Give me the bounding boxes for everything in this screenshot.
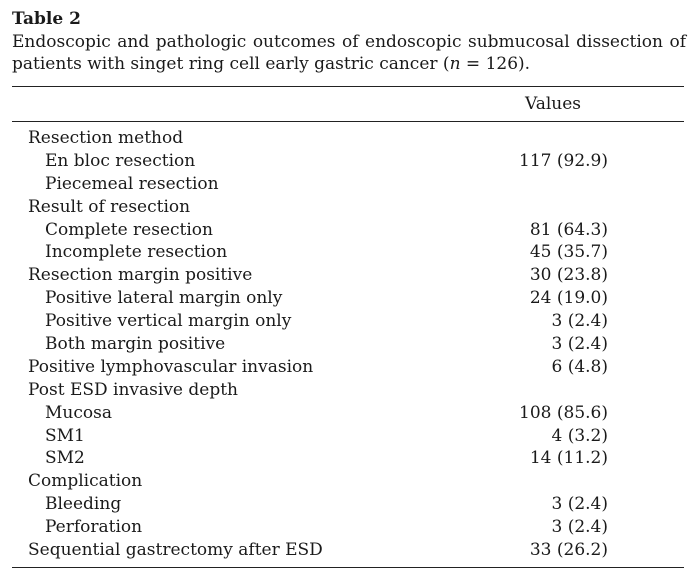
row-value: 4 (3.2) [551,425,608,446]
table-row: Post ESD invasive depth [12,379,684,402]
row-value: 3 (2.4) [551,334,608,355]
row-label: Bleeding [45,494,122,515]
row-label: Positive lymphovascular invasion [28,356,314,377]
table-row: Incomplete resection 45 (35.7) [12,241,684,264]
row-label: Positive lateral margin only [45,288,283,309]
table-row: Bleeding 3 (2.4) [12,493,684,516]
table-row: Perforation 3 (2.4) [12,516,684,539]
table-body: Resection method En bloc resection 117 (92… [12,127,684,562]
row-value: 117 (92.9) [519,150,608,171]
row-value: 3 (2.4) [551,494,608,515]
table-caption: Endoscopic and pathologic outcomes of en… [12,31,686,75]
table-row: Positive lymphovascular invasion 6 (4.8) [12,356,684,379]
row-label: Positive vertical margin only [45,311,292,332]
table-label: Table 2 [12,9,81,29]
table-row: Piecemeal resection [12,173,684,196]
row-label: Complication [28,471,143,492]
row-label: Piecemeal resection [45,173,219,194]
row-label: Sequential gastrectomy after ESD [28,540,323,561]
row-label: SM2 [45,448,85,469]
table-row: SM2 14 (11.2) [12,447,684,470]
table-row: Complete resection 81 (64.3) [12,219,684,242]
table-row: Complication [12,470,684,493]
table-row: En bloc resection 117 (92.9) [12,150,684,173]
top-rule [12,86,684,87]
table-row: Mucosa 108 (85.6) [12,402,684,425]
row-value: 6 (4.8) [551,356,608,377]
row-value: 24 (19.0) [529,288,608,309]
table-row: Sequential gastrectomy after ESD 33 (26.2… [12,539,684,562]
row-value: 30 (23.8) [529,265,608,286]
row-label: Both margin positive [45,334,226,355]
row-value: 45 (35.7) [529,242,608,263]
caption-n-value: = 126). [460,54,531,74]
column-header-values: Values [524,94,582,114]
row-label: Perforation [45,517,143,538]
caption-text: Endoscopic and pathologic outcomes of en… [12,32,686,74]
table-row: Positive vertical margin only 3 (2.4) [12,310,684,333]
table-row: SM1 4 (3.2) [12,425,684,448]
row-value: 33 (26.2) [529,540,608,561]
row-label: Post ESD invasive depth [28,379,238,400]
table-row: Positive lateral margin only 24 (19.0) [12,287,684,310]
caption-n-symbol: n [449,54,461,74]
row-value: 81 (64.3) [529,219,608,240]
row-value: 3 (2.4) [551,311,608,332]
table-row: Both margin positive 3 (2.4) [12,333,684,356]
row-label: Incomplete resection [45,242,228,263]
table-row: Resection method [12,127,684,150]
row-label: En bloc resection [45,150,196,171]
row-label: SM1 [45,425,85,446]
bottom-rule [12,567,684,568]
table-row: Resection margin positive 30 (23.8) [12,264,684,287]
row-value: 14 (11.2) [529,448,608,469]
header-rule [12,121,684,122]
row-label: Resection margin positive [28,265,253,286]
row-label: Result of resection [28,196,191,217]
table-row: Result of resection [12,196,684,219]
row-value: 3 (2.4) [551,517,608,538]
row-value: 108 (85.6) [519,402,608,423]
row-label: Resection method [28,128,184,148]
row-label: Mucosa [45,402,112,423]
row-label: Complete resection [45,219,213,240]
